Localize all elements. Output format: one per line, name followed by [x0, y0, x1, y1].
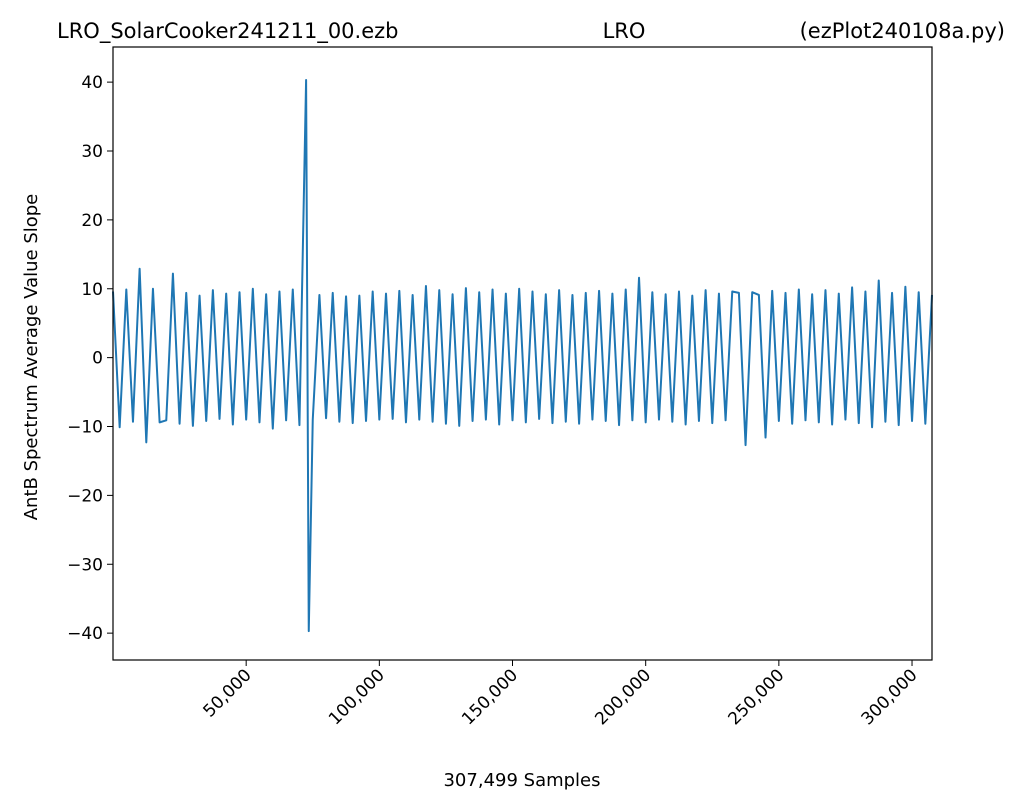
x-tick-label: 50,000 [200, 665, 256, 721]
title-script: (ezPlot240108a.py) [800, 19, 1005, 43]
y-tick-label: 0 [92, 349, 103, 369]
x-tick-label: 100,000 [325, 665, 389, 729]
y-tick-label: −10 [67, 418, 103, 438]
title-site: LRO [603, 19, 646, 43]
x-axis-label: 307,499 Samples [443, 770, 600, 791]
y-tick-label: 20 [81, 211, 103, 231]
x-tick-label: 200,000 [591, 665, 655, 729]
y-tick-label: 30 [81, 142, 103, 162]
y-tick-label: −40 [67, 624, 103, 644]
y-axis-label: AntB Spectrum Average Value Slope [21, 194, 42, 521]
y-tick-label: −20 [67, 486, 103, 506]
x-tick-label: 300,000 [858, 665, 922, 729]
plot-area [112, 79, 933, 633]
axes-frame [112, 46, 933, 661]
title-file: LRO_SolarCooker241211_00.ezb [57, 19, 399, 44]
y-tick-label: −30 [67, 555, 103, 575]
x-tick-label: 250,000 [725, 665, 789, 729]
x-tick-label: 150,000 [458, 665, 522, 729]
y-tick-label: 40 [81, 73, 103, 93]
y-tick-label: 10 [81, 280, 103, 300]
data-line [112, 79, 933, 633]
